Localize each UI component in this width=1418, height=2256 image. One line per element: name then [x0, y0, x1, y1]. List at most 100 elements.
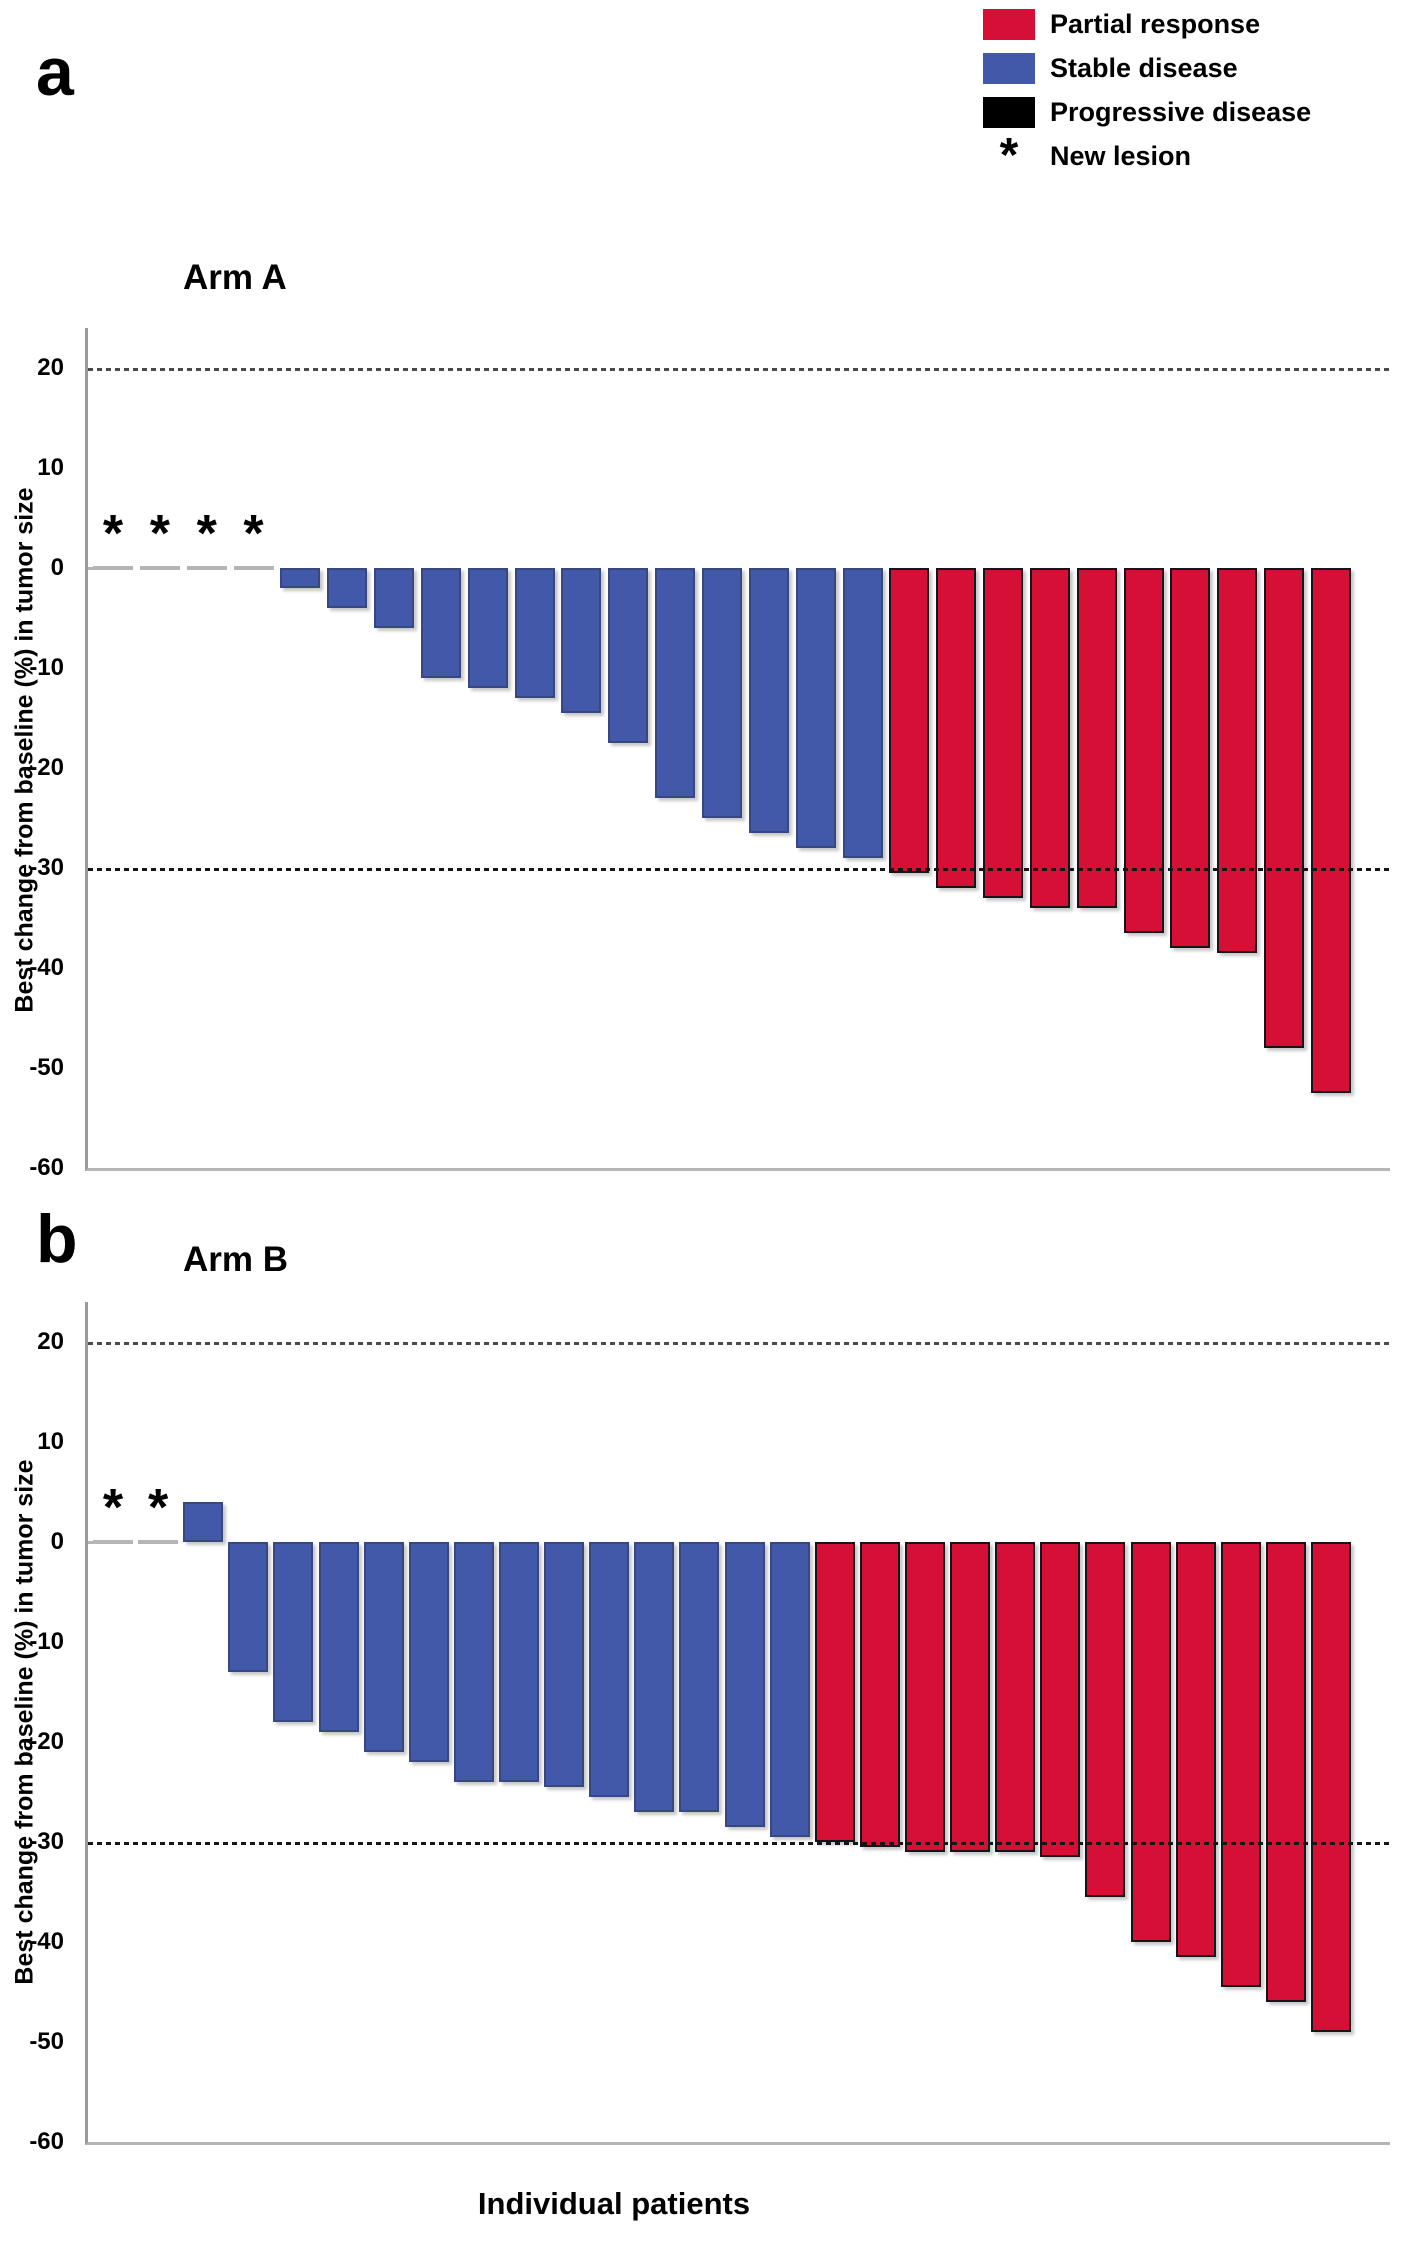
partial-response-bar — [1217, 568, 1258, 953]
zero-dash-bar: * — [186, 508, 227, 570]
legend: Partial response Stable disease Progressiv… — [983, 2, 1311, 182]
panel-a-letter: a — [36, 34, 74, 110]
stable-response-bar — [183, 1502, 224, 1542]
stable-response-bar — [453, 1542, 494, 1782]
upper-reference-dotted-line — [88, 1342, 1390, 1345]
legend-label: Partial response — [1050, 8, 1261, 39]
panel-b-bars: * * — [93, 1302, 1351, 2142]
legend-color-swatch — [983, 8, 1035, 40]
stable-response-bar — [280, 568, 321, 588]
stable-response-bar — [318, 1542, 359, 1732]
lower-reference-dotted-line — [88, 868, 1390, 871]
stable-response-bar — [589, 1542, 630, 1797]
stable-response-bar — [842, 568, 883, 858]
partial-response-bar — [1170, 568, 1211, 948]
stable-response-bar — [514, 568, 555, 698]
partial-response-bar — [1310, 1542, 1351, 2032]
new-lesion-asterisk-icon: * — [999, 129, 1019, 182]
y-tick-label: -50 — [29, 1054, 64, 1081]
zero-dash-bar: * — [93, 1482, 133, 1544]
y-tick-label: -50 — [29, 2028, 64, 2055]
stable-response-bar — [724, 1542, 765, 1827]
stable-response-bar — [655, 568, 696, 798]
partial-response-bar — [950, 1542, 991, 1852]
y-tick-label: 20 — [37, 354, 64, 381]
legend-item: Partial response — [983, 2, 1311, 46]
stable-response-bar — [273, 1542, 314, 1722]
legend-item: Stable disease — [983, 46, 1311, 90]
partial-response-bar — [1310, 568, 1351, 1093]
partial-response-bar — [904, 1542, 945, 1852]
new-lesion-asterisk: * — [147, 1479, 169, 1537]
partial-response-bar — [1264, 568, 1305, 1048]
y-tick-label: 10 — [37, 1428, 64, 1455]
stable-response-bar — [544, 1542, 585, 1787]
legend-item: Progressive disease — [983, 90, 1311, 134]
stable-response-bar — [467, 568, 508, 688]
legend-label: Progressive disease — [1050, 96, 1312, 127]
legend-label: New lesion — [1050, 140, 1192, 171]
stable-response-bar — [795, 568, 836, 848]
y-tick-label: -10 — [29, 654, 64, 681]
stable-response-bar — [634, 1542, 675, 1812]
y-tick-label: -30 — [29, 854, 64, 881]
y-tick-label: 0 — [50, 554, 64, 581]
legend-color-swatch — [983, 96, 1035, 128]
zero-dash-bar: * — [233, 508, 274, 570]
partial-response-bar — [1076, 568, 1117, 908]
y-tick-label: -20 — [29, 1728, 64, 1755]
panel-b-plot-area: 20 10 0 -10 -20 -30 -40 -50 -60 * * — [29, 1302, 1390, 2155]
stable-response-bar — [498, 1542, 539, 1782]
y-tick-label: -40 — [29, 954, 64, 981]
lower-reference-dotted-line — [88, 1842, 1390, 1845]
stable-response-bar — [748, 568, 789, 833]
panel-a-y-axis-ticks: 20 10 0 -10 -20 -30 -40 -50 -60 — [0, 328, 76, 1181]
partial-response-bar — [814, 1542, 855, 1842]
y-tick-label: -20 — [29, 754, 64, 781]
legend-color-swatch — [983, 52, 1035, 84]
stable-response-bar — [679, 1542, 720, 1812]
stable-response-bar — [363, 1542, 404, 1752]
partial-response-bar — [1265, 1542, 1306, 2002]
stable-response-bar — [228, 1542, 269, 1672]
new-lesion-asterisk: * — [243, 505, 264, 563]
partial-response-bar — [889, 568, 930, 873]
panel-a-bars: * * * * — [93, 328, 1351, 1168]
stable-response-bar — [608, 568, 649, 743]
y-tick-label: -60 — [29, 2128, 64, 2155]
y-tick-label: -10 — [29, 1628, 64, 1655]
partial-response-bar — [936, 568, 977, 888]
stable-response-bar — [561, 568, 602, 713]
new-lesion-asterisk: * — [102, 505, 124, 563]
zero-dash-bar: * — [139, 508, 180, 570]
partial-response-bar — [1175, 1542, 1216, 1957]
y-tick-label: 10 — [37, 454, 64, 481]
partial-response-bar — [1029, 568, 1070, 908]
partial-response-bar — [995, 1542, 1036, 1852]
partial-response-bar — [1085, 1542, 1126, 1897]
panel-b-title: Arm B — [183, 1240, 289, 1279]
new-lesion-asterisk: * — [102, 1479, 124, 1537]
stable-response-bar — [769, 1542, 810, 1837]
panel-b-y-axis-ticks: 20 10 0 -10 -20 -30 -40 -50 -60 — [0, 1302, 76, 2155]
stable-response-bar — [420, 568, 461, 678]
new-lesion-asterisk: * — [149, 505, 170, 563]
stable-response-bar — [408, 1542, 449, 1762]
zero-dash-bar: * — [93, 508, 133, 570]
y-tick-label: -40 — [29, 1928, 64, 1955]
zero-dash-bar: * — [138, 1482, 179, 1544]
y-tick-label: -60 — [29, 1154, 64, 1181]
stable-response-bar — [701, 568, 742, 818]
legend-item: * New lesion — [983, 129, 1311, 182]
stable-response-bar — [327, 568, 368, 608]
partial-response-bar — [1123, 568, 1164, 933]
partial-response-bar — [1040, 1542, 1081, 1857]
panel-a-plot-area: 20 10 0 -10 -20 -30 -40 -50 -60 * * * * — [29, 328, 1390, 1181]
stable-response-bar — [374, 568, 415, 628]
y-tick-label: -30 — [29, 1828, 64, 1855]
upper-reference-dotted-line — [88, 368, 1390, 371]
partial-response-bar — [1220, 1542, 1261, 1987]
new-lesion-asterisk: * — [196, 505, 217, 563]
y-tick-label: 0 — [50, 1528, 64, 1555]
